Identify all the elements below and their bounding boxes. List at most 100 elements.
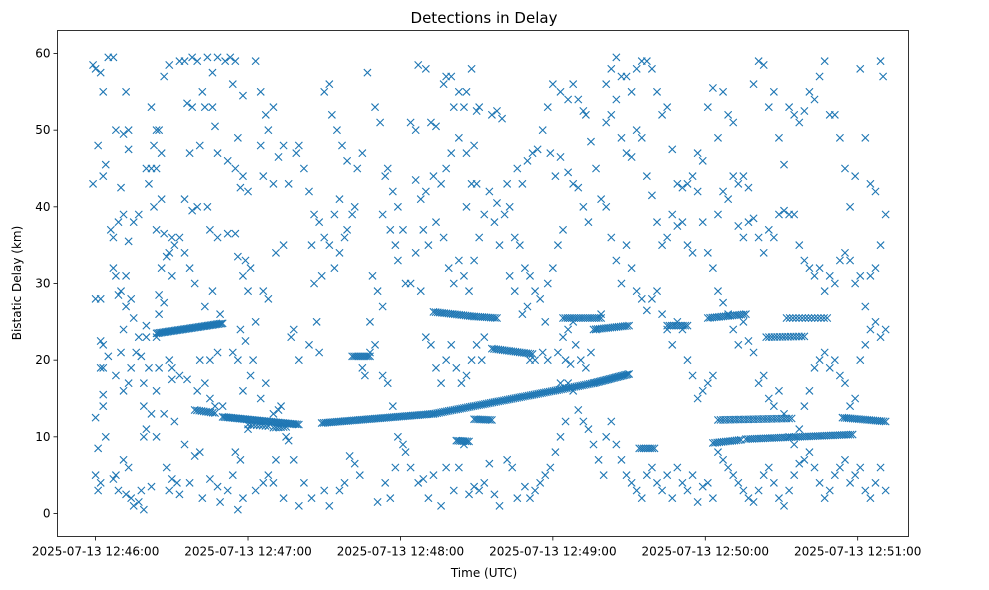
data-point (599, 471, 608, 480)
y-tick-label: 30 (35, 277, 50, 291)
data-point (465, 287, 474, 296)
data-point (104, 352, 113, 361)
data-point (658, 241, 667, 250)
data-point (117, 287, 125, 296)
data-point (447, 340, 456, 349)
data-point (157, 264, 166, 273)
data-point (816, 314, 825, 322)
data-point (553, 348, 562, 357)
data-point (127, 294, 136, 303)
data-point (228, 80, 237, 89)
data-point (574, 406, 583, 414)
data-point (350, 352, 359, 361)
data-point (663, 233, 672, 242)
data-point (813, 314, 822, 322)
data-point (653, 287, 661, 296)
data-point (622, 471, 631, 480)
data-point (155, 291, 164, 299)
data-point (269, 179, 278, 188)
data-point (127, 363, 136, 372)
data-point (211, 122, 219, 131)
data-point (595, 377, 604, 386)
data-point (475, 103, 484, 112)
data-point (175, 371, 184, 380)
data-point (744, 183, 753, 192)
data-point (99, 87, 108, 96)
data-point (368, 271, 377, 280)
data-point (815, 264, 824, 273)
data-point (795, 425, 804, 434)
data-point (637, 494, 646, 503)
data-point (866, 271, 875, 280)
data-point (518, 179, 527, 188)
data-point (386, 225, 395, 234)
data-point (137, 486, 146, 495)
data-point (200, 103, 209, 112)
data-point (526, 349, 535, 358)
data-point (160, 72, 169, 81)
data-point (213, 53, 222, 62)
data-point (109, 53, 118, 62)
data-point (132, 348, 141, 357)
data-point (608, 374, 617, 383)
x-tick-label: 2025-07-13 12:46:00 (32, 545, 159, 559)
data-point (117, 183, 125, 192)
data-point (538, 348, 547, 357)
data-point (650, 444, 659, 453)
data-point (160, 229, 169, 238)
data-point (798, 314, 807, 322)
data-point (611, 373, 620, 382)
data-point (536, 294, 545, 303)
data-point (741, 310, 750, 319)
data-point (815, 72, 824, 81)
data-point (658, 110, 667, 119)
data-point (134, 498, 143, 506)
data-point (546, 149, 555, 158)
data-point (94, 141, 103, 150)
data-point (452, 363, 461, 372)
data-point (117, 348, 125, 357)
data-point (592, 378, 601, 387)
data-point (492, 199, 501, 207)
data-point (495, 501, 504, 510)
data-point (195, 141, 204, 150)
data-point (622, 321, 631, 330)
data-point (393, 432, 402, 441)
data-point (698, 218, 707, 227)
data-point (719, 298, 728, 307)
data-point (590, 378, 599, 387)
data-point (231, 448, 240, 457)
data-point (320, 233, 329, 242)
data-point (312, 317, 321, 326)
data-point (365, 352, 374, 361)
data-point (498, 114, 507, 123)
data-point (424, 494, 433, 503)
data-point (846, 256, 855, 265)
data-point (259, 172, 268, 181)
data-point (198, 87, 207, 96)
data-point (729, 172, 738, 181)
data-point (846, 402, 855, 411)
data-point (99, 172, 108, 181)
data-point (152, 432, 161, 441)
data-point (325, 241, 334, 250)
data-point (617, 279, 626, 288)
data-point (797, 332, 806, 341)
data-point (693, 149, 702, 158)
data-point (348, 352, 357, 361)
data-point (463, 437, 472, 446)
data-point (264, 422, 273, 431)
data-point (719, 455, 728, 464)
data-point (236, 325, 245, 334)
data-point (613, 373, 622, 382)
data-point (605, 374, 614, 383)
data-point (259, 478, 268, 487)
data-point (584, 218, 593, 227)
data-point (269, 103, 278, 112)
data-point (299, 164, 308, 173)
data-point (152, 126, 161, 135)
data-point (264, 126, 273, 135)
data-point (401, 448, 410, 457)
data-point (310, 210, 319, 219)
